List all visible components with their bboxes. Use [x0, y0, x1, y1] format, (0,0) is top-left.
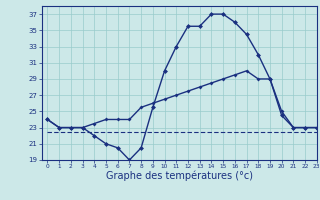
X-axis label: Graphe des températures (°c): Graphe des températures (°c): [106, 171, 253, 181]
